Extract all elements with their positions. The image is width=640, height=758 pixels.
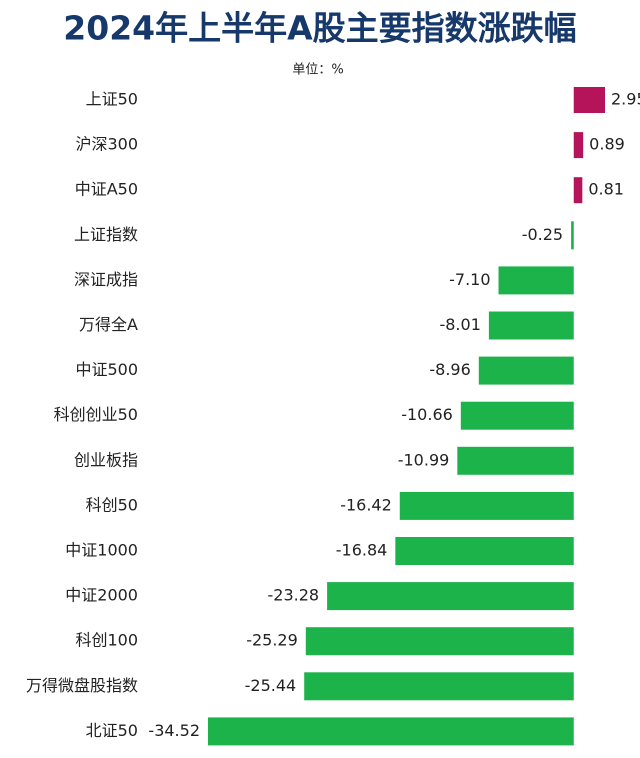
y-tick-label: 万得微盘股指数: [26, 676, 138, 695]
value-label: -23.28: [268, 586, 320, 605]
bar: [573, 87, 605, 113]
bar: [498, 266, 574, 295]
chart-subtitle: 单位：%: [292, 63, 343, 78]
value-label: -25.44: [245, 676, 297, 695]
bar: [457, 446, 574, 475]
value-label: 0.81: [588, 180, 624, 199]
y-tick-label: 科创50: [86, 495, 138, 514]
value-label: -34.52: [148, 721, 200, 740]
bar: [395, 537, 574, 565]
bar: [208, 717, 574, 746]
y-tick-label: 中证1000: [65, 541, 138, 560]
value-label: -7.10: [449, 270, 490, 289]
y-tick-label: 深证成指: [74, 270, 138, 289]
bar: [305, 627, 574, 656]
value-label: -16.42: [340, 495, 392, 514]
bar: [571, 221, 574, 250]
bar: [573, 132, 584, 159]
y-tick-label: 中证A50: [75, 180, 138, 199]
y-tick-label: 上证指数: [74, 225, 138, 244]
bar: [573, 177, 583, 204]
value-label: -16.84: [336, 541, 388, 560]
value-label: -10.66: [401, 405, 453, 424]
y-tick-label: 科创100: [75, 631, 138, 650]
y-tick-label: 科创创业50: [54, 405, 138, 424]
value-label: -25.29: [246, 631, 298, 650]
y-tick-label: 北证50: [86, 721, 138, 740]
value-label: 0.89: [589, 135, 625, 154]
bar: [460, 401, 574, 430]
y-tick-label: 创业板指: [74, 450, 138, 469]
bar: [488, 311, 574, 340]
bar: [399, 491, 574, 520]
bar: [304, 672, 574, 701]
chart-title: 2024年上半年A股主要指数涨跌幅: [63, 9, 576, 48]
y-tick-label: 万得全A: [79, 315, 138, 334]
value-label: -8.01: [439, 315, 480, 334]
bar: [478, 356, 574, 385]
y-tick-label: 中证500: [75, 360, 138, 379]
value-label: -10.99: [398, 450, 450, 469]
value-label: -8.96: [429, 360, 470, 379]
y-tick-label: 中证2000: [65, 586, 138, 605]
y-tick-label: 沪深300: [75, 135, 138, 154]
bar: [327, 582, 574, 611]
value-label: -0.25: [522, 225, 563, 244]
y-tick-label: 上证50: [86, 90, 138, 109]
value-label: 2.95: [611, 90, 640, 109]
